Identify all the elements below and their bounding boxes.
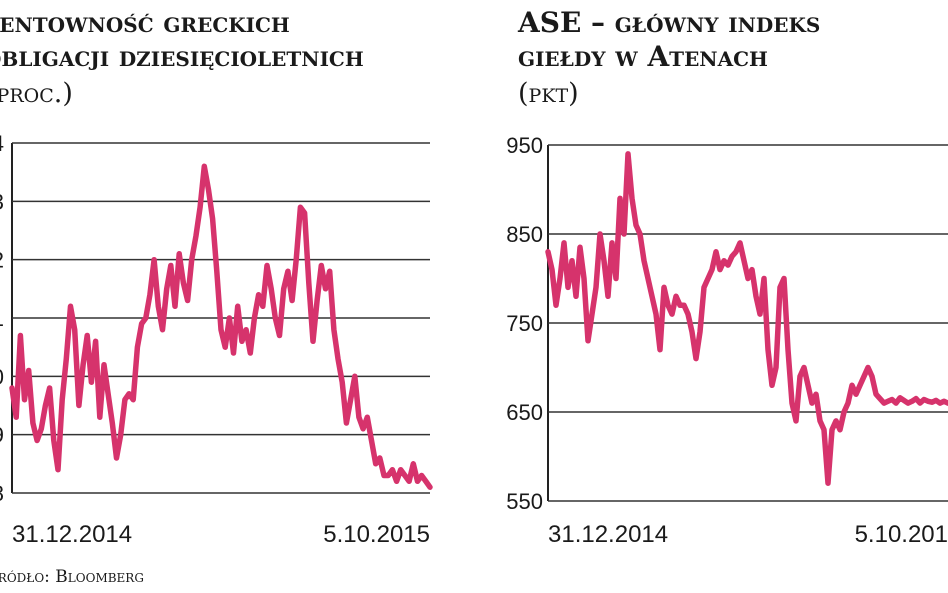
- chart2-x-tick-label: 5.10.201: [855, 521, 948, 548]
- chart1-title-line2: obligacji dziesięcioletnich: [0, 40, 364, 73]
- chart1-y-tick-label: 2: [0, 248, 4, 273]
- chart2-title-line2: giełdy w Atenach: [518, 40, 768, 73]
- chart2-y-tick-label: 650: [506, 400, 543, 425]
- chart2-unit: (pkt): [518, 78, 579, 109]
- chart1-y-tick-label: 1: [0, 306, 4, 331]
- chart2-x-tick-label: 31.12.2014: [548, 521, 668, 548]
- chart1-y-tick-label: 9: [0, 423, 4, 448]
- chart1-series-line: [9, 163, 433, 490]
- chart1-y-tick-label: 4: [0, 131, 4, 156]
- chart2-y-tick-label: 950: [506, 133, 543, 158]
- chart2-series-line: [545, 151, 948, 486]
- chart1-y-tick-label: 8: [0, 481, 4, 506]
- source-note: Źródło: Bloomberg: [0, 567, 144, 587]
- chart2-title-line1: ASE – główny indeks: [518, 6, 821, 39]
- chart1-unit: (proc.): [0, 78, 73, 109]
- chart1-y-tick-label: 0: [0, 364, 4, 389]
- chart2-y-tick-label: 850: [506, 222, 543, 247]
- chart1-x-tick-label: 31.12.2014: [12, 521, 132, 548]
- chart1-title-line1: Rentowność greckich: [0, 6, 290, 39]
- chart1-y-tick-label: 3: [0, 189, 4, 214]
- chart2-y-tick-label: 550: [506, 489, 543, 514]
- chart2-y-tick-label: 750: [506, 311, 543, 336]
- chart1-x-tick-label: 5.10.2015: [323, 521, 430, 548]
